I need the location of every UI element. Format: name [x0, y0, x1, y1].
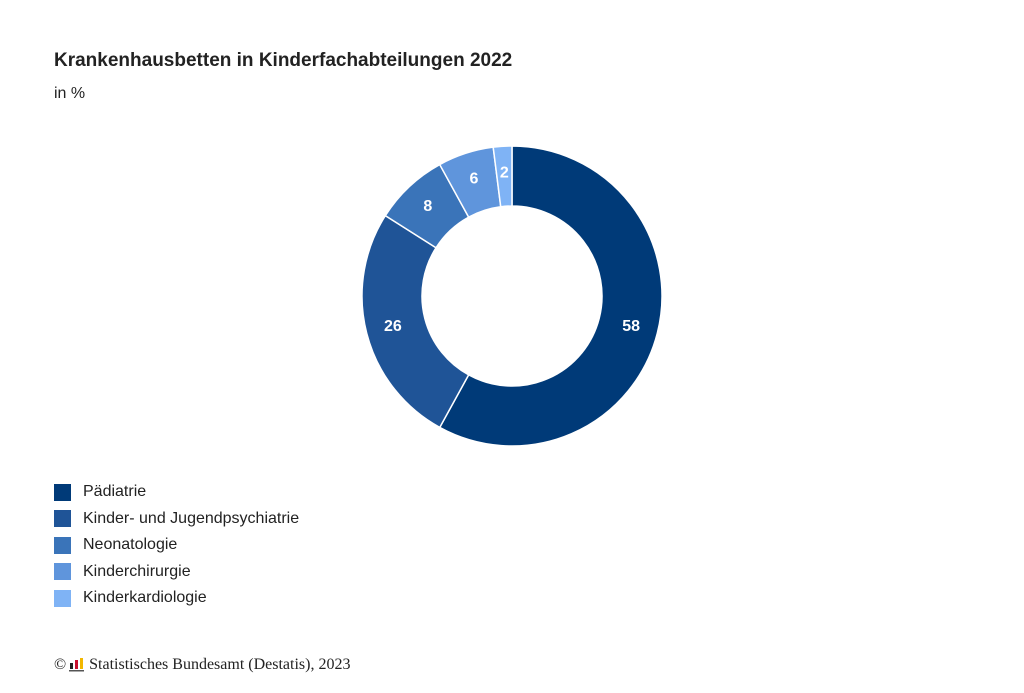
- slice-kinder-und-jugendpsychiatrie: [361, 214, 470, 429]
- donut-data-labels: 58 26 8 6 2: [384, 165, 640, 335]
- legend-swatch: [54, 483, 71, 501]
- data-label-neonatologie: 8: [423, 198, 432, 215]
- slice-p-diatrie: [438, 145, 663, 447]
- legend-label: Kinderkardiologie: [83, 589, 207, 607]
- donut-slices: [361, 145, 663, 447]
- legend-label: Kinder- und Jugendpsychiatrie: [83, 509, 300, 527]
- legend-label: Neonatologie: [83, 536, 178, 554]
- source-footer: © Statistisches Bundesamt (Destatis), 20…: [54, 656, 350, 674]
- legend-swatch: [54, 510, 71, 528]
- data-label-p-diatrie: 58: [622, 318, 640, 335]
- legend-item-kinderkardiologie[interactable]: Kinderkardiologie: [54, 585, 299, 612]
- data-label-kinderchirurgie: 6: [470, 171, 479, 188]
- data-label-kinder-und-jugendpsychiatrie: 26: [384, 318, 402, 335]
- legend-item-neonatologie[interactable]: Neonatologie: [54, 532, 299, 559]
- legend-swatch: [54, 563, 71, 581]
- legend-swatch: [54, 536, 71, 554]
- slice-kinderkardiologie: [492, 145, 513, 208]
- source-text: Statistisches Bundesamt (Destatis), 2023: [89, 656, 351, 673]
- legend-swatch: [54, 589, 71, 607]
- legend-item-p-diatrie[interactable]: Pädiatrie: [54, 479, 299, 506]
- chart-subtitle: in %: [54, 85, 86, 102]
- destatis-logo-icon: [69, 658, 85, 672]
- legend-label: Pädiatrie: [83, 483, 147, 501]
- legend-label: Kinderchirurgie: [83, 562, 191, 580]
- legend-item-kinderchirurgie[interactable]: Kinderchirurgie: [54, 559, 299, 586]
- chart-title: Krankenhausbetten in Kinderfachabteilung…: [54, 50, 513, 71]
- chart-legend: Pädiatrie Kinder- und Jugendpsychiatrie Ne…: [54, 479, 299, 612]
- copyright-symbol: ©: [54, 656, 67, 673]
- data-label-kinderkardiologie: 2: [500, 165, 509, 182]
- legend-item-kinder-und-jugendpsychiatrie[interactable]: Kinder- und Jugendpsychiatrie: [54, 506, 299, 533]
